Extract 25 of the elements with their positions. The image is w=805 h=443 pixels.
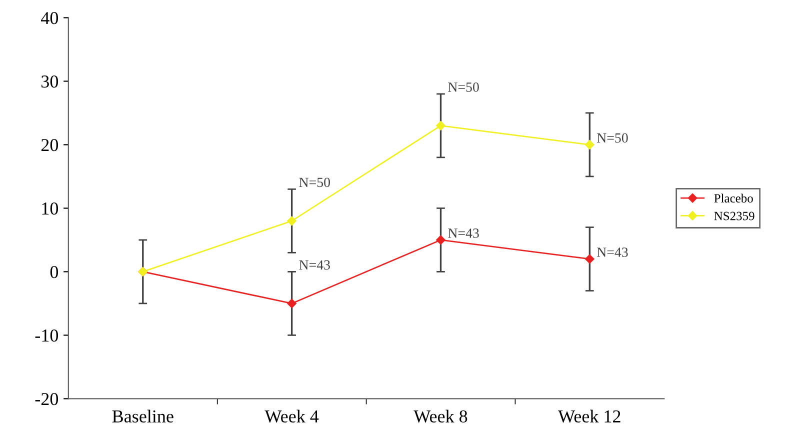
- y-tick-label: 20: [41, 138, 58, 152]
- point: [287, 298, 296, 308]
- x-tick-label: Week 12: [558, 410, 620, 423]
- annotation: N=50: [597, 133, 628, 143]
- annotation: N=43: [448, 228, 479, 238]
- y-tick-label: 40: [41, 12, 58, 24]
- y-tick-label: 0: [50, 266, 58, 278]
- point: [585, 140, 594, 150]
- annotation: N=50: [299, 178, 330, 188]
- annotation: N=43: [299, 260, 330, 270]
- y-tick-label: 30: [42, 75, 58, 88]
- x-tick-label: Week 4: [264, 410, 319, 423]
- legend-label: NS2359: [714, 212, 754, 220]
- y-tick-label: 10: [42, 202, 58, 215]
- point: [585, 254, 594, 264]
- x-tick-label: Week 8: [414, 410, 468, 423]
- point: [436, 235, 446, 245]
- y-tick-label: -20: [35, 392, 58, 406]
- legend-label: Placebo: [714, 194, 753, 203]
- y-tick-label: -10: [35, 329, 58, 342]
- x-tick-label: Baseline: [112, 410, 174, 423]
- annotation: N=50: [448, 82, 479, 92]
- point: [436, 121, 446, 130]
- annotation: N=43: [597, 248, 628, 257]
- point: [287, 216, 296, 226]
